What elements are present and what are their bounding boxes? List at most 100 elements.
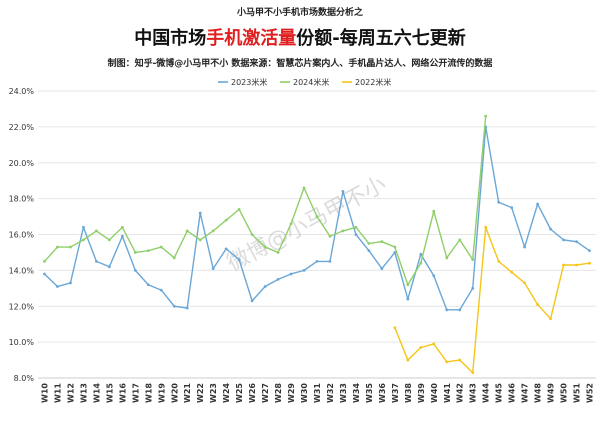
x-tick-label: W51	[573, 383, 582, 403]
x-tick-label: W40	[430, 383, 439, 403]
x-tick-label: W47	[521, 383, 530, 403]
x-tick-label: W21	[183, 383, 192, 403]
x-tick-label: W33	[339, 383, 348, 403]
data-point	[289, 272, 293, 276]
x-tick-label: W36	[378, 383, 387, 403]
x-tick-label: W13	[79, 383, 88, 403]
data-point	[458, 238, 462, 242]
data-point	[588, 249, 591, 253]
data-point	[224, 218, 228, 222]
x-tick-label: W35	[365, 383, 374, 403]
x-tick-label: W10	[40, 383, 49, 403]
x-axis: W10 W11 W12 W13 W14 W15 W16 W17 W18 W19 W20 W21 W22 W…	[40, 383, 594, 403]
x-tick-label: W26	[248, 383, 257, 403]
data-point	[354, 225, 358, 229]
title-prefix: 中国市场	[134, 27, 206, 49]
data-point	[82, 238, 85, 242]
data-point	[69, 245, 72, 249]
data-point	[82, 225, 85, 229]
data-point	[432, 274, 436, 278]
data-point	[237, 207, 241, 211]
y-tick-label: 8.0%	[14, 374, 35, 383]
x-tick-label: W44	[482, 383, 491, 403]
data-point	[328, 234, 332, 238]
data-point	[94, 260, 98, 263]
watermark: 微博@小马甲不小	[223, 172, 390, 277]
data-point	[107, 238, 111, 242]
x-tick-label: W49	[547, 383, 556, 403]
x-tick-label: W48	[534, 383, 543, 403]
x-tick-label: W15	[105, 383, 114, 403]
data-point	[432, 209, 436, 213]
data-point	[120, 234, 124, 238]
x-tick-label: W34	[352, 383, 361, 403]
data-point	[471, 371, 475, 375]
x-tick-label: W23	[209, 383, 218, 403]
data-point	[315, 260, 319, 263]
data-point	[484, 114, 488, 118]
data-point	[56, 285, 59, 288]
x-tick-label: W30	[300, 383, 309, 403]
data-point	[198, 238, 202, 242]
data-point	[289, 222, 293, 226]
data-point	[185, 306, 189, 310]
x-tick-label: W42	[456, 383, 465, 403]
data-point	[510, 206, 514, 209]
legend-label: 2022米米	[355, 77, 391, 87]
x-tick-label: W37	[391, 383, 400, 403]
data-point	[419, 346, 423, 349]
data-point	[575, 263, 578, 267]
data-point	[471, 286, 475, 290]
data-point	[341, 190, 345, 193]
data-point	[367, 242, 371, 245]
data-point	[224, 247, 228, 251]
data-point	[354, 233, 358, 236]
data-point	[445, 308, 449, 312]
y-tick-label: 22.0%	[9, 123, 35, 132]
data-point	[588, 261, 591, 265]
data-point	[575, 240, 578, 244]
data-point	[146, 249, 150, 253]
data-point	[43, 272, 46, 276]
data-point	[211, 267, 215, 270]
data-point	[315, 215, 319, 218]
data-point	[69, 281, 72, 285]
x-tick-label: W32	[326, 383, 335, 403]
data-point	[406, 283, 410, 287]
x-tick-label: W20	[170, 383, 179, 403]
legend-label: 2024米米	[293, 77, 329, 87]
data-point	[497, 260, 501, 263]
data-point	[328, 260, 332, 263]
data-point	[172, 304, 176, 308]
data-point	[406, 297, 410, 301]
data-point	[549, 227, 552, 231]
data-point	[380, 240, 384, 244]
x-tick-label: W17	[131, 383, 140, 403]
data-point	[56, 245, 59, 249]
x-tick-label: W12	[66, 383, 75, 403]
data-point	[458, 308, 462, 312]
data-point	[393, 326, 397, 330]
data-point	[536, 202, 540, 206]
data-point	[159, 245, 163, 249]
data-point	[393, 251, 397, 254]
data-point	[380, 267, 384, 270]
data-point	[263, 285, 267, 288]
x-tick-label: W24	[222, 383, 231, 403]
grid	[38, 90, 596, 379]
y-tick-label: 14.0%	[9, 266, 35, 275]
y-tick-label: 10.0%	[9, 338, 35, 347]
data-point	[250, 233, 254, 236]
legend-label: 2023米米	[231, 77, 267, 87]
data-point	[172, 256, 176, 260]
y-tick-label: 16.0%	[9, 231, 35, 240]
y-tick-label: 20.0%	[9, 159, 35, 168]
x-tick-label: W43	[469, 383, 478, 403]
data-point	[562, 263, 565, 267]
x-tick-label: W11	[53, 383, 62, 403]
x-tick-label: W16	[118, 383, 127, 403]
chart-subtitle: 制图：知乎-微博@小马甲不小 数据来源：智慧芯片案内人、手机晶片达人、网络公开流…	[108, 57, 493, 69]
data-point	[549, 317, 552, 321]
data-point	[406, 358, 410, 362]
data-point	[120, 225, 124, 229]
